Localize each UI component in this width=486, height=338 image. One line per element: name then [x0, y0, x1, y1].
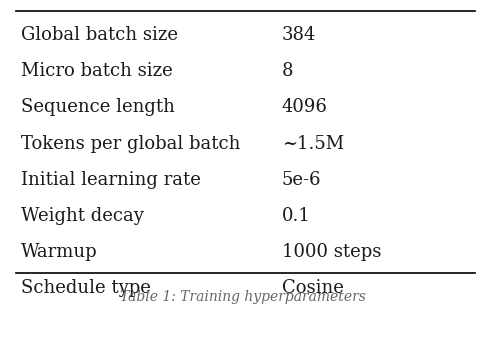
Text: 5e-6: 5e-6 — [282, 171, 321, 189]
Text: Sequence length: Sequence length — [21, 98, 174, 116]
Text: ~1.5M: ~1.5M — [282, 135, 344, 152]
Text: 384: 384 — [282, 26, 316, 44]
Text: Cosine: Cosine — [282, 280, 344, 297]
Text: Initial learning rate: Initial learning rate — [21, 171, 201, 189]
Text: 8: 8 — [282, 62, 293, 80]
Text: Warmup: Warmup — [21, 243, 97, 261]
Text: Tokens per global batch: Tokens per global batch — [21, 135, 240, 152]
Text: Global batch size: Global batch size — [21, 26, 178, 44]
Text: Schedule type: Schedule type — [21, 280, 151, 297]
Text: 0.1: 0.1 — [282, 207, 311, 225]
Text: Weight decay: Weight decay — [21, 207, 143, 225]
Text: Micro batch size: Micro batch size — [21, 62, 173, 80]
Text: Table 1: Training hyperparameters: Table 1: Training hyperparameters — [120, 290, 366, 304]
Text: 1000 steps: 1000 steps — [282, 243, 381, 261]
Text: 4096: 4096 — [282, 98, 328, 116]
